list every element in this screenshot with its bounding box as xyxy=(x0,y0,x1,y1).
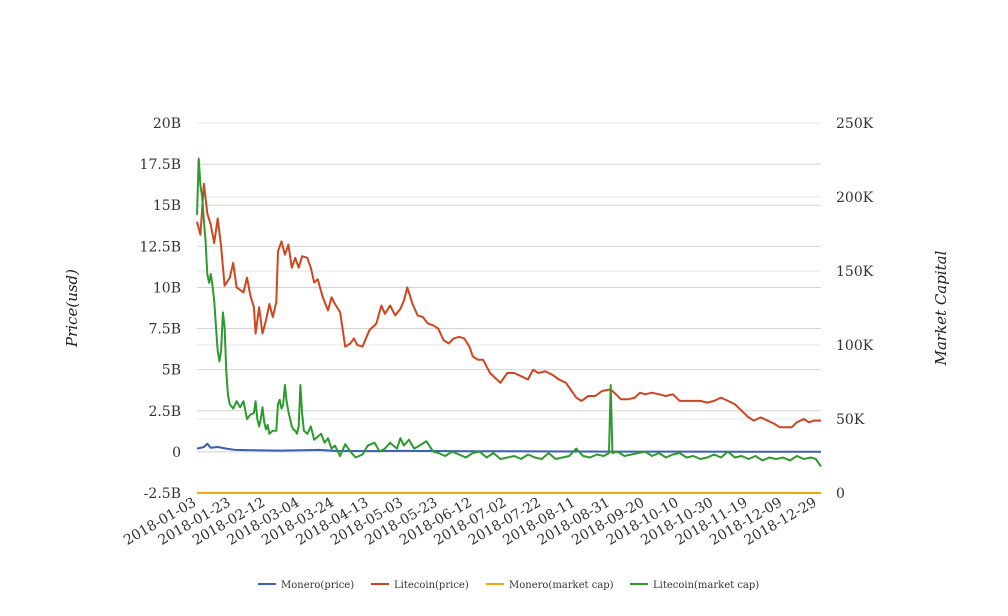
left-tick-label: 0 xyxy=(172,445,181,461)
right-axis-ticks: 0 50K 100K 150K 200K 250K xyxy=(836,116,874,502)
right-tick-label: 50K xyxy=(836,412,865,428)
left-axis-title: Price(usd) xyxy=(63,269,81,348)
right-tick-label: 150K xyxy=(836,264,874,280)
right-tick-label: 250K xyxy=(836,116,874,132)
legend: Monero(price) Litecoin(price) Monero(marke… xyxy=(258,580,759,591)
left-axis-ticks: -2.5B 0 2.5B 5B 7.5B 10B 12.5B 15B 17.5B 20B xyxy=(140,116,181,502)
legend-label: Litecoin(price) xyxy=(394,580,469,591)
series-line-1 xyxy=(196,182,821,429)
legend-label: Litecoin(market cap) xyxy=(653,580,759,591)
legend-label: Monero(price) xyxy=(281,580,354,591)
left-tick-label: -2.5B xyxy=(144,486,181,502)
series-line-3 xyxy=(196,157,822,467)
left-tick-label: 17.5B xyxy=(140,157,181,173)
right-tick-label: 100K xyxy=(836,338,874,354)
left-tick-label: 2.5B xyxy=(148,404,181,420)
gridlines xyxy=(197,122,821,494)
left-tick-label: 12.5B xyxy=(140,239,181,255)
left-tick-label: 5B xyxy=(162,363,181,379)
series-lines xyxy=(196,157,822,494)
left-tick-label: 7.5B xyxy=(148,322,181,338)
right-tick-label: 200K xyxy=(836,190,874,206)
left-tick-label: 20B xyxy=(153,116,181,132)
x-axis-ticks: 2018-01-032018-01-232018-02-122018-03-04… xyxy=(121,495,819,549)
legend-label: Monero(market cap) xyxy=(509,580,614,591)
series-line-0 xyxy=(196,442,822,453)
right-axis-title: Market Capital xyxy=(932,250,950,366)
left-tick-label: 10B xyxy=(153,280,181,296)
right-tick-label: 0 xyxy=(836,486,845,502)
left-tick-label: 15B xyxy=(153,198,181,214)
